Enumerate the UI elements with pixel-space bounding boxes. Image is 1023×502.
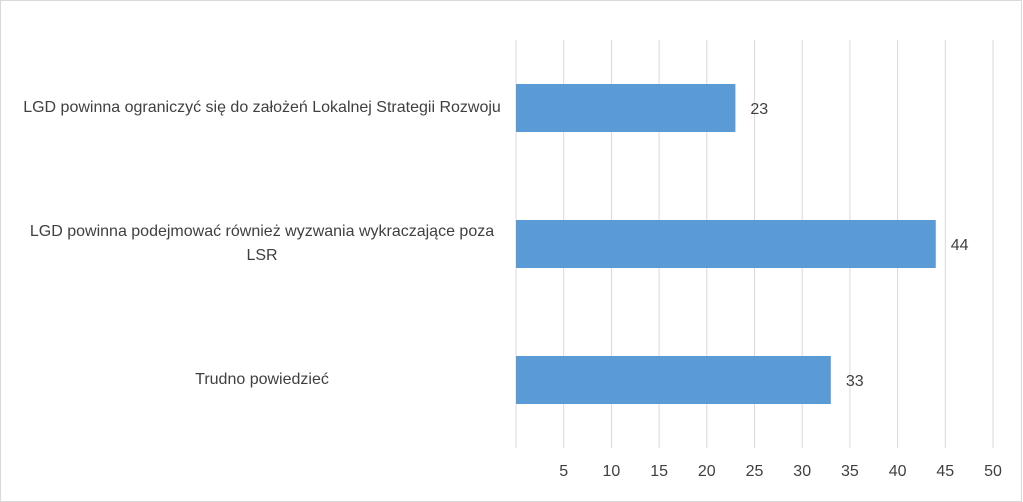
- x-tick-label: 40: [889, 463, 907, 480]
- x-tick-label: 25: [746, 463, 764, 480]
- bar: [516, 84, 736, 132]
- x-tick-label: 35: [841, 463, 859, 480]
- y-tick-label: LGD powinna ograniczyć się do założeń Lo…: [23, 99, 501, 116]
- bar: [516, 220, 936, 268]
- y-tick-label: LGD powinna podejmować również wyzwania …: [29, 223, 495, 264]
- x-tick-label: 30: [793, 463, 811, 480]
- x-tick-label: 50: [984, 463, 1002, 480]
- x-tick-label: 20: [698, 463, 716, 480]
- data-label: 23: [750, 101, 768, 118]
- x-tick-label: 5: [559, 463, 568, 480]
- x-tick-label: 15: [650, 463, 668, 480]
- bar: [516, 356, 831, 404]
- x-tick-label: 10: [603, 463, 621, 480]
- y-tick-label: Trudno powiedzieć: [195, 371, 329, 388]
- data-label: 33: [846, 373, 864, 390]
- x-tick-label: 45: [936, 463, 954, 480]
- data-label: 44: [951, 237, 969, 254]
